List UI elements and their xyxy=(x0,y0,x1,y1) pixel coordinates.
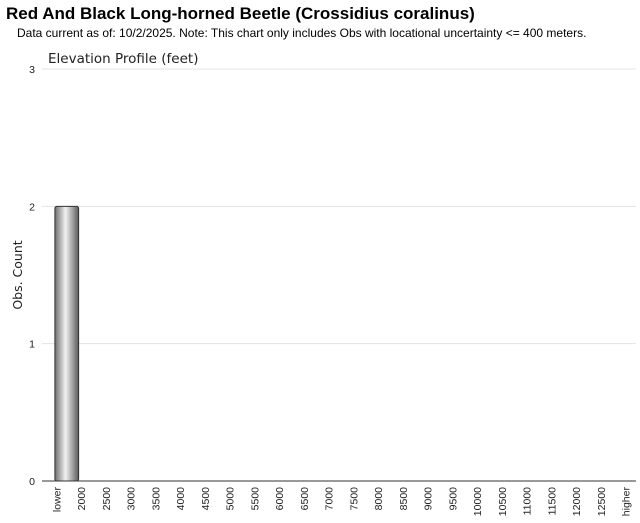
x-tick-label: 3500 xyxy=(150,487,162,511)
x-tick-label: 8500 xyxy=(398,487,410,511)
x-tick-label: 4500 xyxy=(200,487,212,511)
x-tick-label: 11000 xyxy=(522,487,534,516)
y-tick-label: 3 xyxy=(29,64,35,76)
bar xyxy=(54,205,80,482)
x-tick-label: 9000 xyxy=(423,487,435,511)
y-tick-label: 1 xyxy=(29,339,35,351)
chart-title: Red And Black Long-horned Beetle (Crossi… xyxy=(6,4,475,23)
x-tick-label: lower xyxy=(51,486,63,512)
x-tick-label: 10500 xyxy=(497,487,509,516)
x-tick-label: 7000 xyxy=(324,487,336,511)
plot-title: Elevation Profile (feet) xyxy=(48,51,198,67)
y-tick-label: 0 xyxy=(29,476,35,488)
x-tick-label: 9500 xyxy=(447,487,459,511)
x-tick-label: 3000 xyxy=(126,487,138,511)
y-axis-label: Obs. Count xyxy=(10,240,25,309)
x-tick-label: 4000 xyxy=(175,487,187,511)
x-tick-label: 5500 xyxy=(249,487,261,511)
y-tick-label: 2 xyxy=(29,201,35,213)
x-tick-label: 8000 xyxy=(373,487,385,511)
x-tick-label: 12000 xyxy=(571,487,583,516)
x-tick-label: 12500 xyxy=(596,487,608,516)
x-tick-label: 2000 xyxy=(76,487,88,511)
x-tick-label: 5000 xyxy=(225,487,237,511)
data-note: Data current as of: 10/2/2025. Note: Thi… xyxy=(17,26,587,40)
x-tick-label: 6000 xyxy=(274,487,286,511)
x-tick-label: 6500 xyxy=(299,487,311,511)
x-tick-label: 11500 xyxy=(546,487,558,516)
x-tick-label: higher xyxy=(621,487,633,517)
x-tick-label: 2500 xyxy=(101,487,113,511)
x-tick-label: 10000 xyxy=(472,487,484,516)
x-tick-label: 7500 xyxy=(348,487,360,511)
